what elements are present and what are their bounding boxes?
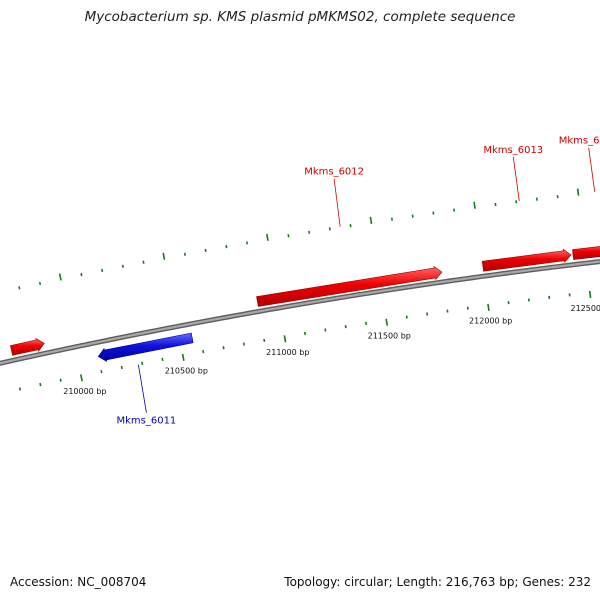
- scale-label: 211500 bp: [368, 331, 411, 340]
- scale-tick-inner: [100, 370, 103, 374]
- scale-tick-outer: [266, 233, 269, 241]
- scale-tick-outer: [183, 252, 186, 256]
- gene-arrow-mkms_6011[interactable]: [97, 332, 194, 362]
- scale-tick-outer: [473, 201, 476, 209]
- scale-label: 212500 bp: [570, 304, 600, 313]
- scale-tick-inner: [161, 357, 164, 361]
- scale-tick-outer: [101, 268, 104, 273]
- scale-tick-outer: [162, 252, 166, 260]
- scale-label: 210500 bp: [165, 367, 208, 376]
- scale-tick-inner: [222, 346, 225, 350]
- scale-tick-inner: [487, 303, 490, 311]
- gene-label-mkms_6011[interactable]: Mkms_6011: [116, 416, 176, 427]
- scale-tick-outer: [38, 281, 42, 286]
- gene-label-mkms_6013[interactable]: Mkms_6013: [483, 145, 543, 156]
- scale-tick-inner: [263, 338, 266, 343]
- gene-arrow-previous-gene[interactable]: [10, 337, 45, 356]
- gene-label-leader: [512, 156, 520, 201]
- scale-tick-inner: [181, 353, 185, 361]
- scale-tick-inner: [202, 349, 205, 354]
- scale-label: 210000 bp: [63, 387, 106, 396]
- gene-label-leader: [137, 364, 147, 413]
- accession-text: Accession: NC_008704: [10, 575, 147, 589]
- gene-arrow-mkms_6014[interactable]: [572, 244, 600, 260]
- map-title: Mycobacterium sp. KMS plasmid pMKMS02, c…: [84, 9, 516, 25]
- gene-arrow-mkms_6012[interactable]: [256, 265, 443, 307]
- scale-tick-outer: [58, 273, 62, 281]
- scale-tick-inner: [59, 378, 62, 382]
- scale-tick-outer: [287, 234, 290, 238]
- scale-tick-inner: [79, 374, 83, 382]
- gene-label-leader: [588, 147, 596, 192]
- gene-label-leader: [333, 178, 341, 227]
- scale-tick-outer: [121, 264, 124, 268]
- scale-tick-inner: [141, 361, 144, 366]
- scale-tick-outer: [576, 188, 580, 196]
- scale-tick-outer: [245, 241, 249, 245]
- scale-tick-inner: [303, 331, 307, 335]
- scale-tick-outer: [225, 245, 228, 249]
- scale-tick-inner: [18, 387, 22, 391]
- scale-tick-outer: [18, 286, 21, 290]
- scale-tick-outer: [142, 260, 145, 264]
- topology-summary: Topology: circular; Length: 216,763 bp; …: [284, 575, 591, 589]
- scale-tick-inner: [120, 365, 123, 370]
- scale-label: 212000 bp: [469, 317, 512, 326]
- gene-label-mkms_6012[interactable]: Mkms_6012: [304, 167, 364, 178]
- gene-label-mkms_6014[interactable]: Mkms_6014: [559, 136, 600, 147]
- scale-tick-inner: [283, 335, 287, 343]
- scale-tick-outer: [80, 273, 83, 277]
- scale-tick-inner: [385, 318, 389, 326]
- scale-label: 211000 bp: [266, 348, 309, 357]
- scale-tick-inner: [39, 382, 42, 387]
- scale-tick-inner: [588, 290, 592, 298]
- backbone-line: [0, 260, 600, 365]
- scale-tick-inner: [242, 342, 245, 346]
- gene-arrow-mkms_6013[interactable]: [481, 248, 572, 272]
- scale-tick-outer: [369, 216, 373, 224]
- scale-tick-outer: [204, 248, 207, 253]
